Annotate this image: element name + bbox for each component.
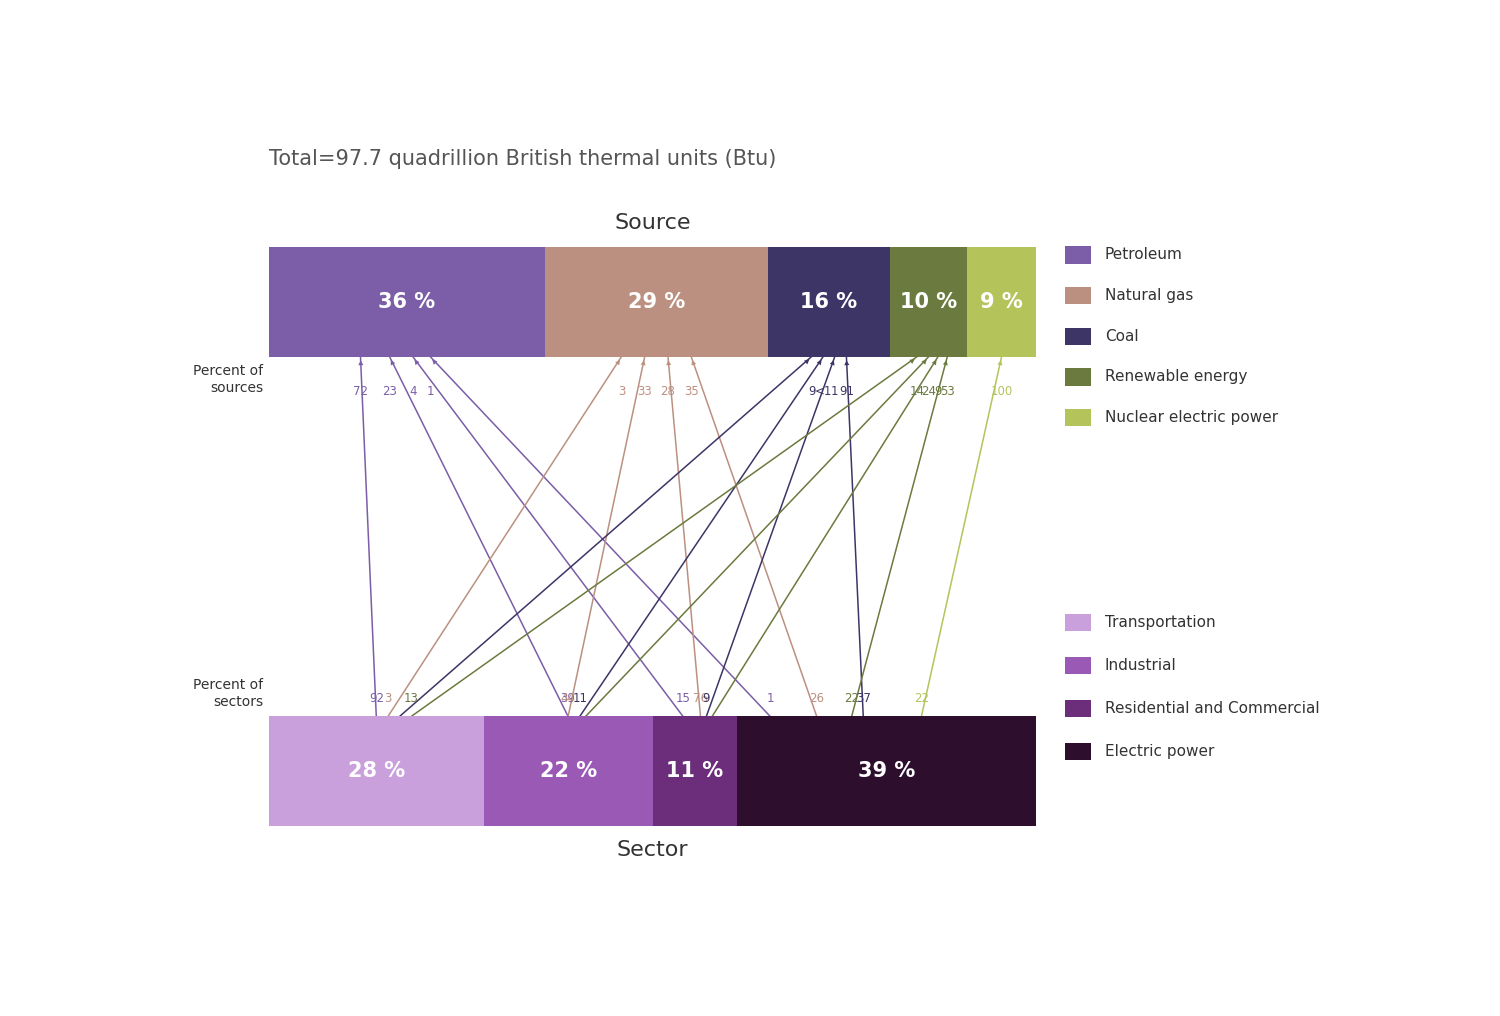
Bar <box>1065 700 1090 717</box>
Text: 13: 13 <box>404 692 418 705</box>
Text: 36 %: 36 % <box>378 292 435 312</box>
Text: Industrial: Industrial <box>1104 658 1176 674</box>
Bar <box>483 716 652 826</box>
Bar <box>1065 246 1090 263</box>
Text: Petroleum: Petroleum <box>1104 248 1182 262</box>
Text: 22: 22 <box>914 692 928 705</box>
Bar <box>1065 369 1090 385</box>
Text: 9: 9 <box>702 692 709 705</box>
Text: Natural gas: Natural gas <box>1104 289 1192 303</box>
Bar <box>268 716 483 826</box>
Text: 33: 33 <box>638 385 652 398</box>
Text: 9 %: 9 % <box>980 292 1023 312</box>
Text: Total=97.7 quadrillion British thermal units (Btu): Total=97.7 quadrillion British thermal u… <box>268 149 777 170</box>
Text: <1: <1 <box>815 385 833 398</box>
Text: 28: 28 <box>660 385 675 398</box>
Text: 10 %: 10 % <box>900 292 957 312</box>
Text: Coal: Coal <box>1104 329 1138 343</box>
Text: 22 %: 22 % <box>540 761 597 781</box>
Text: Source: Source <box>615 213 690 233</box>
Text: 39 %: 39 % <box>858 761 915 781</box>
Text: 16 %: 16 % <box>801 292 858 312</box>
Bar <box>968 247 1036 357</box>
Text: 28 %: 28 % <box>348 761 405 781</box>
Text: 14: 14 <box>909 385 924 398</box>
Bar <box>736 716 1036 826</box>
Text: 22: 22 <box>844 692 859 705</box>
Bar <box>891 247 968 357</box>
Text: 23: 23 <box>382 385 398 398</box>
Bar <box>1065 614 1090 631</box>
Text: Residential and Commercial: Residential and Commercial <box>1104 701 1320 716</box>
Text: 15: 15 <box>675 692 690 705</box>
Bar <box>1065 287 1090 304</box>
Text: 39: 39 <box>561 692 576 705</box>
Bar <box>1065 409 1090 427</box>
Text: 1: 1 <box>426 385 433 398</box>
Text: 4: 4 <box>410 385 417 398</box>
Text: 29 %: 29 % <box>627 292 686 312</box>
Bar <box>1065 743 1090 760</box>
Bar <box>768 247 891 357</box>
Text: 3: 3 <box>618 385 626 398</box>
Bar <box>1065 328 1090 344</box>
Text: 37: 37 <box>856 692 870 705</box>
Bar <box>652 716 736 826</box>
Text: 11 %: 11 % <box>666 761 723 781</box>
Text: 24: 24 <box>921 385 936 398</box>
Text: 92: 92 <box>369 692 384 705</box>
Text: Nuclear electric power: Nuclear electric power <box>1104 410 1278 425</box>
Bar <box>268 247 544 357</box>
Text: 1: 1 <box>831 385 839 398</box>
Text: Renewable energy: Renewable energy <box>1104 370 1246 384</box>
Text: 9: 9 <box>808 385 816 398</box>
Text: 9: 9 <box>934 385 942 398</box>
Text: 35: 35 <box>684 385 699 398</box>
Text: Sector: Sector <box>616 840 688 861</box>
Text: 1: 1 <box>766 692 774 705</box>
Text: Percent of
sectors: Percent of sectors <box>194 679 262 709</box>
Text: 44: 44 <box>561 692 576 705</box>
Text: Electric power: Electric power <box>1104 744 1214 759</box>
Text: 11: 11 <box>572 692 586 705</box>
Text: 91: 91 <box>839 385 854 398</box>
Text: 100: 100 <box>990 385 1012 398</box>
Text: 26: 26 <box>810 692 825 705</box>
Text: 76: 76 <box>693 692 708 705</box>
Bar <box>544 247 768 357</box>
Text: Percent of
sources: Percent of sources <box>194 365 262 394</box>
Text: 3: 3 <box>384 692 392 705</box>
Text: 53: 53 <box>940 385 954 398</box>
Text: 72: 72 <box>352 385 368 398</box>
Text: Transportation: Transportation <box>1104 615 1215 630</box>
Bar <box>1065 657 1090 675</box>
